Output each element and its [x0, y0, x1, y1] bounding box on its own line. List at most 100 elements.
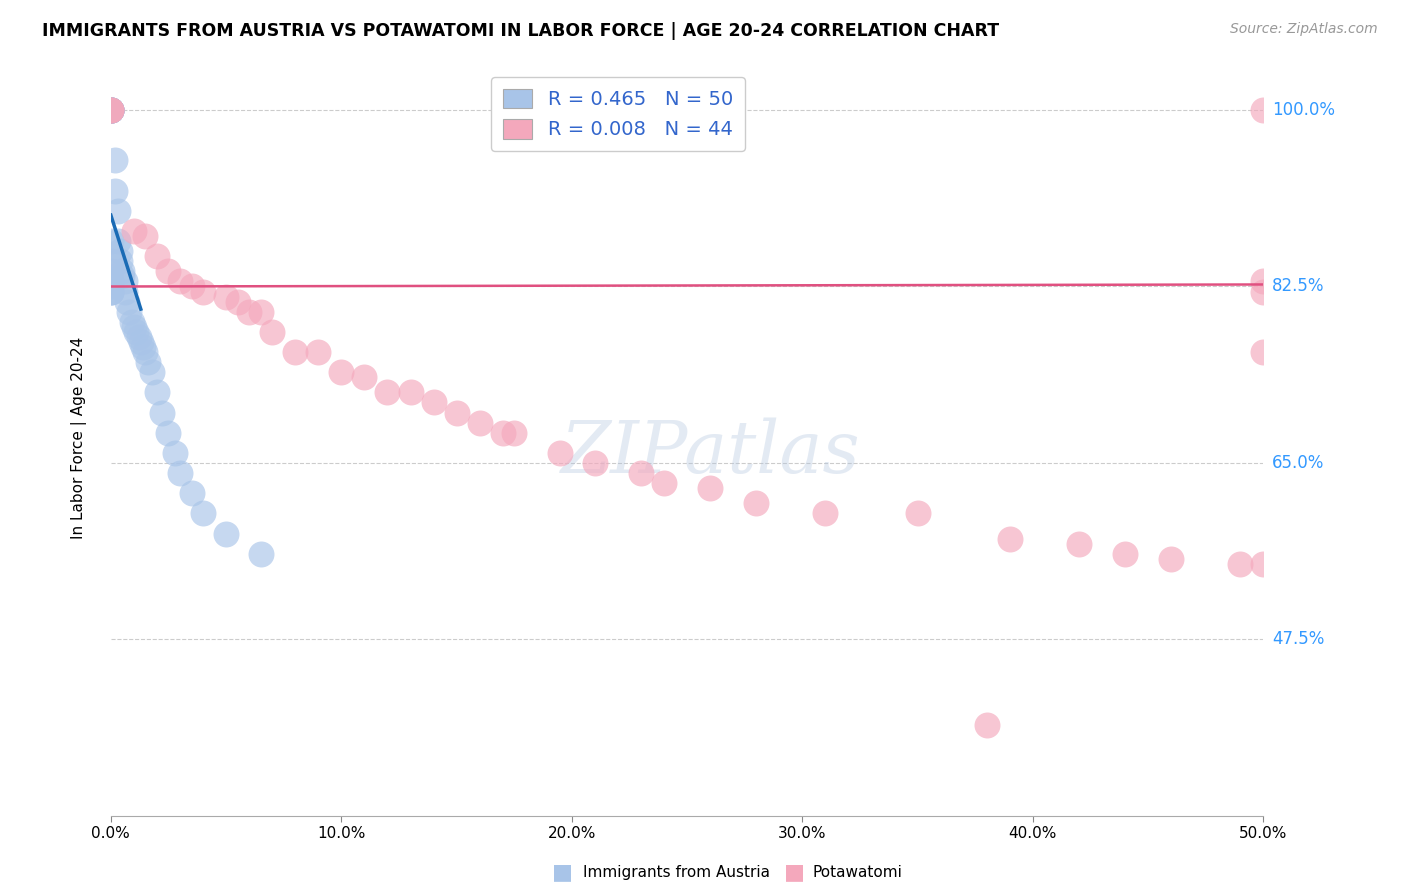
Point: [100, 103, 122, 117]
Text: 82.5%: 82.5%: [1272, 277, 1324, 295]
Point: [907, 507, 929, 521]
Point: [1253, 345, 1275, 359]
Point: [180, 486, 202, 500]
Point: [180, 279, 202, 293]
Point: [1253, 275, 1275, 289]
Point: [1253, 285, 1275, 299]
Point: [125, 325, 148, 339]
Point: [100, 234, 122, 248]
Point: [100, 103, 122, 117]
Point: [307, 345, 329, 359]
Point: [104, 153, 127, 168]
Text: IMMIGRANTS FROM AUSTRIA VS POTAWATOMI IN LABOR FORCE | AGE 20-24 CORRELATION CHA: IMMIGRANTS FROM AUSTRIA VS POTAWATOMI IN…: [42, 22, 1000, 40]
Point: [111, 269, 134, 284]
Point: [1067, 536, 1090, 550]
Point: [284, 345, 307, 359]
Text: ■: ■: [785, 863, 804, 882]
Point: [503, 425, 526, 440]
Point: [1114, 547, 1136, 561]
Text: ZIPatlas: ZIPatlas: [561, 417, 860, 488]
Point: [699, 481, 721, 495]
Y-axis label: In Labor Force | Age 20-24: In Labor Force | Age 20-24: [72, 336, 87, 539]
Point: [134, 345, 156, 359]
Point: [100, 103, 122, 117]
Point: [249, 304, 271, 318]
Point: [122, 224, 145, 238]
Point: [1160, 551, 1182, 566]
Point: [422, 395, 444, 409]
Point: [100, 103, 122, 117]
Point: [146, 249, 169, 263]
Point: [100, 103, 122, 117]
Point: [134, 229, 156, 244]
Point: [550, 446, 572, 460]
Point: [132, 340, 155, 354]
Point: [121, 315, 143, 329]
Text: ■: ■: [553, 863, 572, 882]
Point: [100, 279, 122, 293]
Point: [1253, 557, 1275, 571]
Point: [141, 365, 163, 379]
Point: [191, 507, 214, 521]
Point: [136, 355, 159, 369]
Point: [100, 285, 122, 299]
Text: 100.0%: 100.0%: [1272, 101, 1334, 119]
Point: [100, 285, 122, 299]
Point: [330, 365, 353, 379]
Text: Source: ZipAtlas.com: Source: ZipAtlas.com: [1230, 22, 1378, 37]
Point: [100, 275, 122, 289]
Point: [118, 304, 141, 318]
Point: [215, 526, 238, 541]
Point: [150, 405, 173, 419]
Point: [146, 385, 169, 400]
Text: 47.5%: 47.5%: [1272, 631, 1324, 648]
Point: [215, 289, 238, 303]
Point: [169, 275, 191, 289]
Point: [1229, 557, 1251, 571]
Point: [122, 319, 145, 334]
Point: [377, 385, 399, 400]
Point: [100, 103, 122, 117]
Text: Potawatomi: Potawatomi: [813, 865, 903, 880]
Point: [446, 405, 468, 419]
Point: [249, 547, 271, 561]
Point: [157, 264, 180, 278]
Point: [652, 476, 675, 491]
Point: [165, 446, 187, 460]
Point: [128, 330, 150, 344]
Point: [100, 254, 122, 268]
Point: [129, 334, 152, 349]
Point: [100, 103, 122, 117]
Point: [104, 184, 127, 198]
Point: [998, 532, 1021, 546]
Point: [100, 285, 122, 299]
Point: [191, 285, 214, 299]
Point: [468, 416, 491, 430]
Point: [262, 325, 284, 339]
Point: [976, 718, 998, 732]
Point: [107, 203, 129, 218]
Point: [814, 507, 837, 521]
Point: [100, 279, 122, 293]
Point: [226, 294, 249, 309]
Point: [492, 425, 515, 440]
Point: [108, 244, 131, 259]
Point: [745, 496, 768, 510]
Point: [169, 466, 191, 480]
Point: [100, 103, 122, 117]
Point: [157, 425, 180, 440]
Point: [111, 264, 134, 278]
Point: [583, 456, 606, 470]
Point: [399, 385, 422, 400]
Text: Immigrants from Austria: Immigrants from Austria: [583, 865, 770, 880]
Point: [100, 103, 122, 117]
Point: [1253, 103, 1275, 117]
Point: [114, 285, 136, 299]
Point: [114, 275, 136, 289]
Point: [108, 254, 131, 268]
Point: [115, 294, 138, 309]
Point: [107, 234, 129, 248]
Point: [353, 370, 375, 384]
Point: [100, 275, 122, 289]
Point: [100, 103, 122, 117]
